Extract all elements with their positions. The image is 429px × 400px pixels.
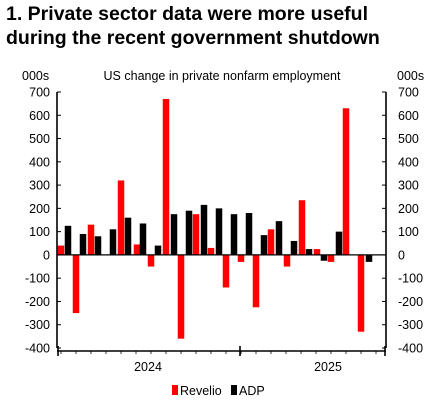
right-y-tick-label: 600 xyxy=(398,109,419,123)
right-y-tick-label: -400 xyxy=(398,342,423,356)
adp-bar xyxy=(260,235,268,255)
left-y-tick-label: 200 xyxy=(29,202,50,216)
adp-bar xyxy=(230,214,238,255)
left-y-tick-label: 700 xyxy=(29,86,50,100)
adp-bar xyxy=(64,225,72,255)
revelio-bar xyxy=(133,244,141,255)
right-y-tick-label: 500 xyxy=(398,132,419,146)
right-unit-label: 000s xyxy=(397,69,424,83)
left-y-tick-label: 300 xyxy=(29,179,50,193)
left-y-tick-label: 0 xyxy=(43,248,50,262)
legend-swatch xyxy=(172,385,178,395)
revelio-bar xyxy=(117,180,125,255)
title-line-2: during the recent government shutdown xyxy=(6,27,380,49)
right-y-tick-label: 200 xyxy=(398,202,419,216)
right-y-tick-label: 100 xyxy=(398,225,419,239)
adp-bar xyxy=(365,254,373,262)
left-y-tick-label: -100 xyxy=(25,272,50,286)
revelio-bar xyxy=(313,249,321,255)
adp-bar xyxy=(275,221,283,255)
right-y-tick-label: -300 xyxy=(398,318,423,332)
left-y-tick-label: 100 xyxy=(29,225,50,239)
right-y-tick-label: -200 xyxy=(398,295,423,309)
right-y-tick-label: -100 xyxy=(398,272,423,286)
adp-bar xyxy=(185,210,193,255)
revelio-bar xyxy=(207,247,215,255)
right-y-tick-label: 400 xyxy=(398,155,419,169)
chart-title: 1. Private sector data were more useful … xyxy=(6,2,426,50)
adp-bar xyxy=(79,233,87,255)
revelio-bar xyxy=(87,224,95,255)
left-unit-label: 000s xyxy=(22,69,49,83)
x-tick-label: 2024 xyxy=(134,360,162,374)
legend-swatch xyxy=(231,385,237,395)
revelio-bar xyxy=(237,254,245,262)
legend-label: ADP xyxy=(239,384,265,398)
revelio-bar xyxy=(222,254,230,288)
revelio-bar xyxy=(327,254,335,262)
adp-bar xyxy=(124,217,132,255)
revelio-bar xyxy=(252,254,260,308)
adp-bar xyxy=(170,214,178,255)
left-y-tick-label: 500 xyxy=(29,132,50,146)
adp-bar xyxy=(109,229,117,255)
bars-layer xyxy=(57,98,373,339)
adp-bar xyxy=(245,213,253,255)
title-line-1: 1. Private sector data were more useful xyxy=(6,3,368,25)
left-y-tick-label: 400 xyxy=(29,155,50,169)
right-y-tick-label: 0 xyxy=(398,248,405,262)
revelio-bar xyxy=(177,254,185,339)
revelio-bar xyxy=(147,254,155,267)
adp-bar xyxy=(335,231,343,255)
revelio-bar xyxy=(72,254,80,314)
right-y-tick-label: 300 xyxy=(398,179,419,193)
revelio-bar xyxy=(298,200,306,255)
axes-layer: 700 700 600 600 500 500 400 400 300 300 200 200 100 1… xyxy=(25,86,423,375)
adp-bar xyxy=(200,204,208,255)
adp-bar xyxy=(94,236,102,255)
revelio-bar xyxy=(162,98,170,255)
revelio-bar xyxy=(283,254,291,267)
x-tick-label: 2025 xyxy=(314,360,342,374)
left-y-tick-label: 600 xyxy=(29,109,50,123)
chart-subtitle: US change in private nonfarm employment xyxy=(104,69,341,83)
adp-bar xyxy=(139,223,147,255)
left-y-tick-label: -300 xyxy=(25,318,50,332)
left-y-tick-label: -400 xyxy=(25,342,50,356)
legend-label: Revelio xyxy=(180,384,222,398)
revelio-bar xyxy=(342,108,350,255)
right-y-tick-label: 700 xyxy=(398,86,419,100)
adp-bar xyxy=(320,254,328,261)
adp-bar xyxy=(305,249,313,255)
revelio-bar xyxy=(357,254,365,332)
adp-bar xyxy=(154,245,162,255)
adp-bar xyxy=(290,240,298,255)
revelio-bar xyxy=(57,245,65,255)
revelio-bar xyxy=(267,229,275,255)
revelio-bar xyxy=(192,214,200,255)
chart-legend: Revelio ADP xyxy=(172,384,265,398)
adp-bar xyxy=(215,208,223,255)
left-y-tick-label: -200 xyxy=(25,295,50,309)
